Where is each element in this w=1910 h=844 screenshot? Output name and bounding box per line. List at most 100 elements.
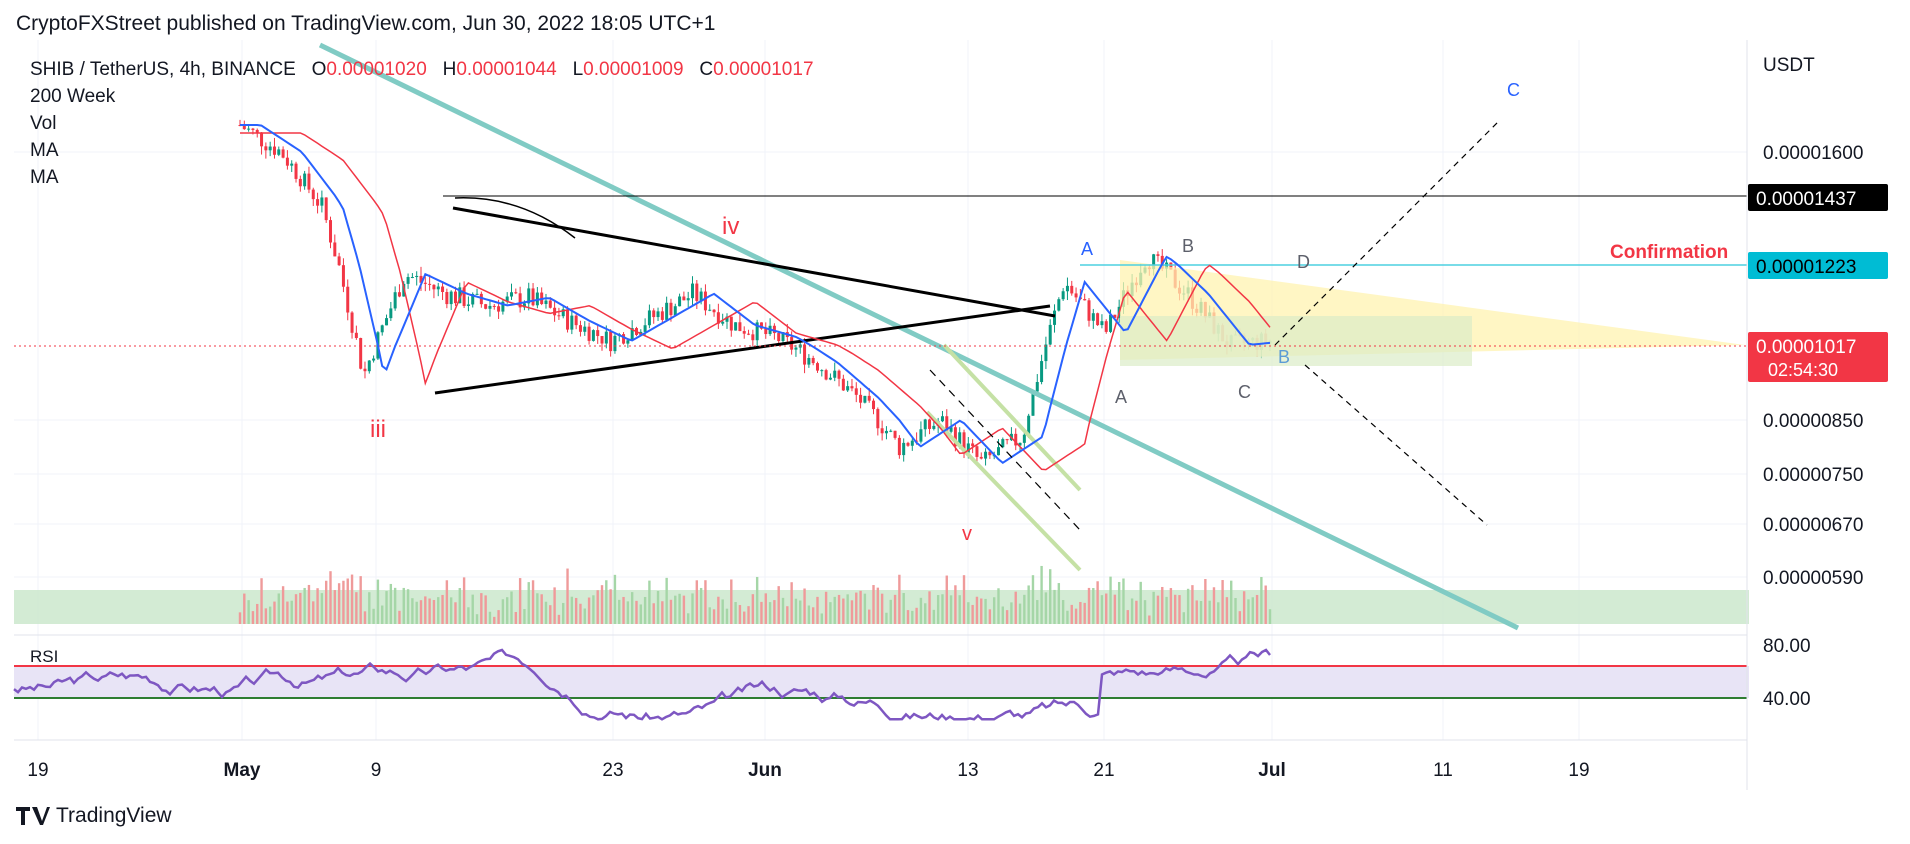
legend-vol[interactable]: Vol (30, 113, 57, 134)
volume-bar (954, 585, 957, 624)
candle (281, 149, 285, 158)
candle (372, 358, 376, 361)
candle (389, 308, 393, 319)
price-axis: 0.00001600 0.00000850 0.00000750 0.00000670… (1763, 143, 1863, 589)
volume-bar (299, 592, 302, 624)
legend-ma-1[interactable]: MA (30, 140, 59, 161)
label-c-lower: C (1238, 382, 1251, 402)
channel-line (925, 410, 1082, 572)
volume-bar (958, 595, 961, 624)
candle (1048, 324, 1052, 345)
time-axis: 19 May 9 23 Jun 13 21 Jul 11 19 (27, 760, 1589, 781)
volume-bar (389, 583, 393, 624)
candle (755, 322, 759, 341)
time-tick: 13 (957, 760, 978, 781)
volume-bar (936, 595, 940, 624)
symbol-label[interactable]: SHIB / TetherUS, 4h, BINANCE (30, 59, 296, 80)
volume-bar (859, 590, 862, 624)
volume-bar (510, 591, 513, 624)
volume-bar (1109, 576, 1112, 624)
candle (807, 357, 811, 365)
candle (906, 442, 910, 446)
label-b-upper: B (1182, 236, 1194, 256)
volume-bar (355, 592, 358, 624)
candle (514, 292, 518, 294)
volume-bar (329, 571, 332, 624)
candle (949, 427, 953, 432)
volume-bar (1225, 597, 1229, 624)
volume-bar (863, 593, 867, 624)
candle (1104, 321, 1108, 332)
volume-bar (1238, 611, 1242, 624)
open-value: 0.00001020 (326, 59, 427, 80)
candle (1014, 433, 1018, 446)
volume-bar (1126, 610, 1129, 624)
candle (996, 447, 1000, 456)
volume-bar (1255, 594, 1259, 624)
volume-bar (876, 587, 880, 624)
candle (522, 303, 526, 308)
candle (721, 321, 725, 324)
candle (591, 330, 595, 341)
volume-bar (1191, 585, 1194, 624)
candle (902, 442, 906, 456)
candle (553, 307, 557, 316)
volume-bar (760, 601, 763, 624)
candle (264, 146, 268, 151)
candle (449, 291, 453, 305)
candle (453, 291, 457, 304)
volume-bar (626, 601, 630, 624)
price-tick: 0.00001600 (1763, 143, 1863, 164)
candle (294, 163, 298, 179)
price-tick: 0.00000850 (1763, 411, 1863, 432)
candle (1087, 300, 1091, 321)
candle (1074, 293, 1078, 298)
candle (928, 419, 932, 429)
confirmation-label: Confirmation (1610, 242, 1728, 263)
volume-bar (402, 587, 405, 624)
volume-bar (846, 594, 849, 624)
volume-bar (1053, 589, 1056, 624)
wave-v: v (962, 523, 972, 545)
volume-bar (424, 596, 427, 624)
tradingview-logo[interactable]: TradingView (16, 804, 172, 828)
candle (445, 292, 449, 305)
candle (531, 288, 535, 306)
volume-bar (320, 593, 324, 624)
candle (397, 292, 401, 297)
volume-bar (1195, 600, 1198, 624)
volume-bar (820, 613, 823, 624)
volume-bar (971, 604, 974, 624)
candle (1100, 321, 1104, 326)
candle (794, 347, 798, 350)
candle (781, 332, 785, 342)
legend-200-week[interactable]: 200 Week (30, 86, 116, 107)
candle (1057, 299, 1061, 311)
volume-bar (1005, 610, 1009, 624)
candle (1035, 382, 1039, 392)
candle (596, 330, 600, 337)
candle (630, 328, 634, 341)
candle (828, 377, 832, 380)
volume-bar (1040, 565, 1043, 624)
candle (583, 326, 587, 332)
volume-bar (975, 596, 979, 624)
candle (863, 395, 867, 403)
legend-ma-2[interactable]: MA (30, 167, 59, 188)
volume-bar (518, 578, 522, 624)
candle (604, 331, 608, 344)
volume-bar (984, 598, 987, 624)
price-tick: 0.00000670 (1763, 515, 1863, 536)
candle (919, 429, 923, 442)
volume-bar (428, 598, 431, 624)
volume-bar (674, 595, 677, 624)
candle (953, 427, 957, 447)
volume-bar (850, 600, 854, 624)
candle (1070, 285, 1074, 294)
volume-bar (811, 607, 815, 624)
candle (1005, 439, 1009, 441)
volume-bar (609, 589, 612, 624)
candle (432, 284, 436, 290)
candle (570, 315, 574, 330)
